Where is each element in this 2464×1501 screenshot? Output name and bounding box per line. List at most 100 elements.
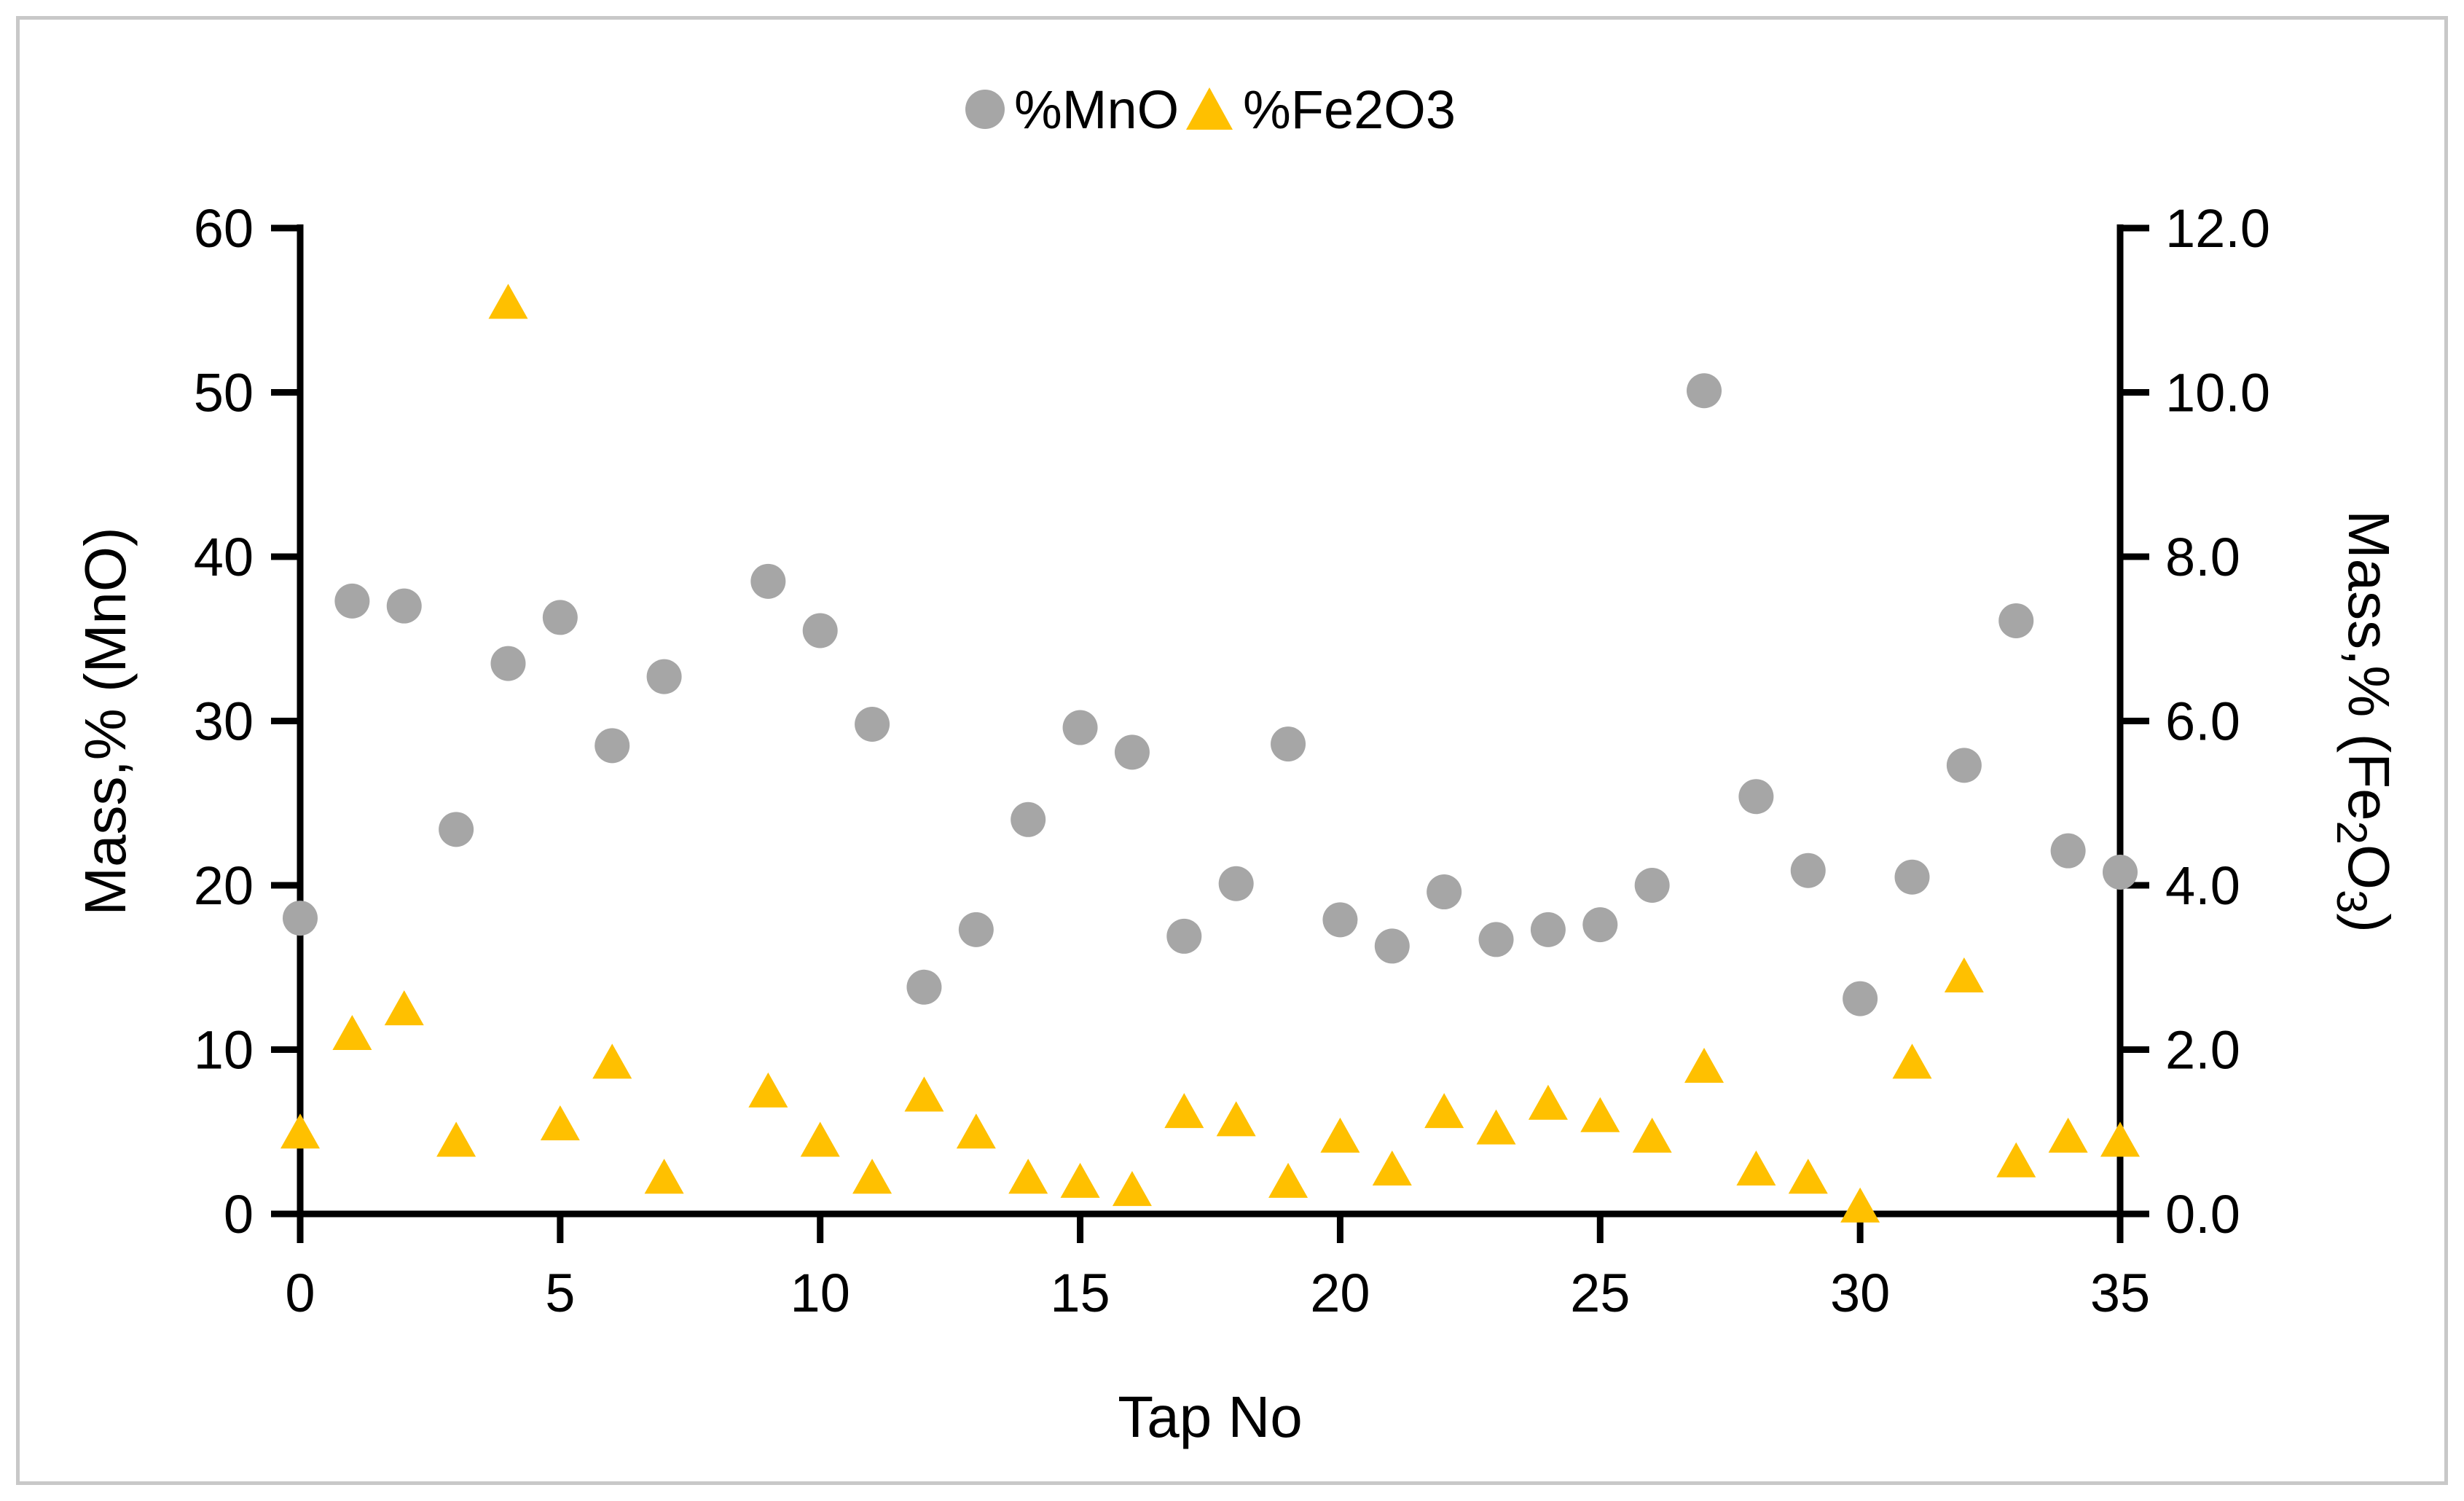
fe2o3-point — [280, 1113, 320, 1149]
left-axis-title: Mass,% (MnO) — [73, 527, 138, 915]
mno-point — [490, 646, 526, 681]
right-axis-tick-label: 10.0 — [2165, 363, 2270, 423]
mno-point — [958, 912, 994, 947]
fe2o3-point — [1840, 1187, 1880, 1223]
legend-fe2o3-marker-icon — [1186, 87, 1233, 130]
mno-point — [1634, 868, 1670, 903]
x-axis-tick-label: 25 — [1570, 1263, 1630, 1323]
fe2o3-point — [1164, 1093, 1204, 1129]
fe2o3-point — [1632, 1117, 1672, 1153]
right-axis-tick-label: 0.0 — [2165, 1184, 2240, 1245]
mno-point — [855, 707, 890, 742]
mno-point — [1271, 726, 1306, 762]
left-axis-tick-label: 20 — [194, 855, 254, 916]
mno-point — [1114, 734, 1150, 770]
fe2o3-point — [1320, 1117, 1360, 1153]
fe2o3-point — [1944, 957, 1984, 993]
mno-point — [1998, 603, 2034, 638]
left-axis-tick-label: 0 — [224, 1184, 254, 1245]
fe2o3-point — [904, 1076, 944, 1112]
fe2o3-point — [748, 1072, 788, 1108]
left-axis-tick-label: 50 — [194, 363, 254, 423]
mno-point — [439, 812, 474, 847]
fe2o3-point — [1736, 1150, 1776, 1185]
fe2o3-point — [592, 1043, 632, 1079]
fe2o3-point — [1216, 1101, 1256, 1137]
legend-mno-label: %MnO — [1014, 79, 1179, 140]
mno-point — [1530, 912, 1566, 947]
left-axis-tick-label: 10 — [194, 1020, 254, 1081]
legend: %MnO %Fe2O3 — [965, 79, 1456, 140]
x-axis-tick-label: 30 — [1830, 1263, 1890, 1323]
fe2o3-point — [1060, 1162, 1100, 1198]
x-axis-tick-label: 35 — [2090, 1263, 2150, 1323]
x-axis-tick-label: 10 — [790, 1263, 850, 1323]
mno-point — [1790, 853, 1826, 888]
mno-point — [1478, 922, 1514, 957]
mno-point — [1687, 373, 1722, 409]
mno-point — [1011, 802, 1046, 837]
fe2o3-point — [1528, 1084, 1568, 1120]
mno-point — [595, 728, 630, 764]
fe2o3-point — [436, 1121, 476, 1157]
fe2o3-point — [1112, 1171, 1152, 1207]
fe2o3-point — [488, 283, 528, 319]
mno-point — [1946, 748, 1982, 783]
mno-point — [2050, 833, 2086, 869]
right-axis-tick-label: 4.0 — [2165, 855, 2240, 916]
fe2o3-point — [2100, 1121, 2140, 1157]
fe2o3-point — [540, 1105, 580, 1140]
mno-point — [1374, 928, 1410, 964]
legend-mno-marker-icon — [965, 90, 1005, 129]
fe2o3-point — [1372, 1150, 1412, 1185]
mno-point — [386, 588, 422, 624]
x-axis-title: Tap No — [1118, 1384, 1302, 1449]
mno-point — [1322, 902, 1358, 938]
mno-point — [542, 600, 578, 635]
fe2o3-point — [1684, 1048, 1725, 1083]
right-axis-tick-label: 6.0 — [2165, 691, 2240, 752]
right-axis-tick-label: 2.0 — [2165, 1020, 2240, 1081]
mno-point — [334, 583, 370, 619]
right-axis-tick-label: 8.0 — [2165, 527, 2240, 587]
mno-point — [1894, 859, 1930, 895]
fe2o3-point — [1008, 1159, 1048, 1194]
x-axis-tick-label: 5 — [545, 1263, 575, 1323]
fe2o3-point — [1424, 1093, 1464, 1129]
axes — [281, 224, 2124, 1218]
fe2o3-point — [1892, 1043, 1932, 1079]
chart-border-frame — [16, 16, 2448, 1485]
fe2o3-point — [1476, 1109, 1516, 1145]
x-axis-tick-label: 15 — [1050, 1263, 1110, 1323]
mno-point — [1218, 866, 1254, 901]
mno-point — [906, 969, 942, 1005]
generated-chart-content: 0 5 10 15 20 25 30 35 0 10 20 30 40 50 60 0.0 2.0 4.0 6.0 8… — [194, 198, 2270, 1323]
fe2o3-point — [384, 990, 424, 1026]
x-axis-tick-label: 20 — [1310, 1263, 1370, 1323]
left-axis-tick-label: 30 — [194, 691, 254, 752]
right-axis-title: Mass,% (Fe2O3) — [2328, 510, 2401, 933]
fe2o3-point — [2048, 1117, 2088, 1153]
mno-point — [283, 901, 318, 936]
right-axis-tick-label: 12.0 — [2165, 198, 2270, 259]
mno-point — [1738, 779, 1774, 815]
mno-point — [1427, 874, 1462, 910]
x-axis-tick-label: 0 — [285, 1263, 315, 1323]
mno-point — [1062, 710, 1098, 745]
fe2o3-point — [1996, 1142, 2036, 1177]
mno-point — [802, 613, 838, 648]
fe2o3-point — [1788, 1159, 1828, 1194]
fe2o3-point — [1268, 1162, 1308, 1198]
mno-point — [2103, 854, 2138, 890]
mno-point — [750, 563, 786, 599]
fe2o3-point — [644, 1159, 684, 1194]
left-axis-tick-label: 40 — [194, 527, 254, 587]
fe2o3-point — [956, 1113, 996, 1149]
fe2o3-point — [852, 1159, 892, 1194]
fe2o3-point — [800, 1121, 840, 1157]
fe2o3-point — [1580, 1097, 1620, 1132]
mno-point — [646, 659, 682, 694]
mno-point — [1166, 918, 1202, 954]
